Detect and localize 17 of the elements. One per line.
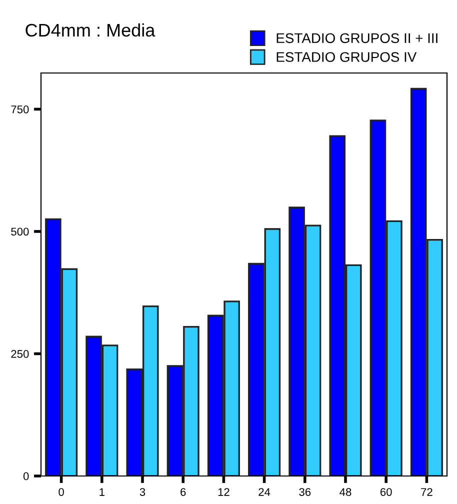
x-tick-label: 36 [299,488,311,496]
x-tick-label: 1 [100,488,104,496]
y-tick-label: 250 [11,350,29,358]
x-tick-label: 0 [58,488,64,496]
x-tick-label: 3 [140,488,146,496]
x-tick-label: 60 [380,488,392,496]
x-tick-label: 48 [340,488,352,496]
y-tick-label: 750 [11,105,29,114]
x-tick-label: 12 [218,488,230,496]
y-tick-label: 500 [11,228,29,236]
y-tick-label: 0 [23,472,29,480]
legend-label: ESTADIO GRUPOS IV [276,52,417,62]
x-tick-label: 6 [180,488,186,496]
x-tick-label: 24 [258,488,270,496]
x-tick-label: 72 [421,488,432,496]
legend-label: ESTADIO GRUPOS II + III [276,33,438,44]
chart-title: CD4mm : Media [26,23,156,37]
